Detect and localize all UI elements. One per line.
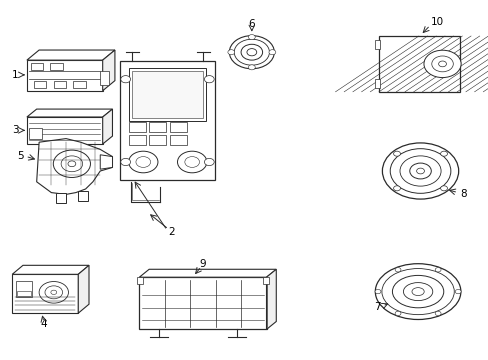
Circle shape [234,39,269,65]
Bar [128,122,145,132]
Bar [263,277,268,284]
Bar [169,122,186,132]
Circle shape [61,156,82,172]
Text: 2: 2 [167,227,174,237]
Circle shape [136,157,150,167]
Ellipse shape [403,283,432,301]
Bar [132,71,203,118]
Circle shape [227,50,234,55]
Circle shape [440,186,447,191]
Circle shape [423,50,460,78]
Bar [139,277,266,329]
Polygon shape [266,269,276,329]
Bar [27,117,102,144]
Text: 5: 5 [17,150,23,161]
Polygon shape [12,265,89,274]
Polygon shape [139,269,276,277]
Circle shape [121,76,130,83]
Text: 9: 9 [199,258,206,269]
Text: 1: 1 [12,70,19,80]
Bar [100,71,109,85]
Circle shape [374,289,380,294]
Ellipse shape [391,275,443,308]
Circle shape [229,36,274,69]
Bar [128,135,145,145]
Bar [128,68,206,121]
Circle shape [45,286,62,299]
Circle shape [393,151,400,156]
Bar [12,274,78,313]
Bar [149,135,166,145]
Circle shape [409,163,430,179]
Circle shape [248,65,255,70]
Bar [54,81,66,88]
Text: 7: 7 [373,302,380,312]
Polygon shape [37,139,112,194]
Circle shape [121,158,130,166]
Circle shape [241,44,262,60]
Polygon shape [78,191,88,201]
Polygon shape [78,265,89,313]
Bar [137,277,142,284]
Circle shape [128,151,158,173]
Circle shape [248,35,255,40]
Polygon shape [27,109,112,117]
Bar [50,63,62,70]
Polygon shape [27,50,115,60]
Text: 4: 4 [41,319,47,329]
Ellipse shape [411,288,424,296]
Bar [169,135,186,145]
Bar [120,61,215,180]
Circle shape [53,150,90,177]
Circle shape [39,282,68,303]
Circle shape [434,267,440,272]
Bar [27,60,102,91]
Circle shape [184,157,199,167]
Circle shape [382,143,458,199]
Circle shape [246,49,256,56]
Bar [378,36,459,92]
Bar [374,79,379,88]
Circle shape [394,311,400,316]
Polygon shape [100,155,112,169]
Text: 10: 10 [430,17,443,27]
Bar [16,281,32,297]
Bar [374,40,379,49]
Circle shape [51,290,57,294]
Circle shape [438,61,446,67]
Polygon shape [102,50,115,91]
Circle shape [394,267,400,272]
Text: 6: 6 [248,19,255,29]
Ellipse shape [381,269,453,315]
Circle shape [389,149,450,193]
Circle shape [177,151,206,173]
Circle shape [204,158,214,166]
Circle shape [440,151,447,156]
Circle shape [68,161,76,167]
Bar [149,122,166,132]
Bar [29,128,41,139]
Bar [17,291,31,296]
Text: 8: 8 [460,189,467,199]
Circle shape [268,50,275,55]
Ellipse shape [375,264,460,320]
Circle shape [416,168,424,174]
Circle shape [434,311,440,316]
Bar [73,81,85,88]
Circle shape [204,76,214,83]
Polygon shape [56,193,66,203]
Bar [31,63,43,70]
Polygon shape [102,109,112,144]
Circle shape [393,186,400,191]
Text: 3: 3 [12,125,19,135]
Circle shape [454,289,460,294]
Bar [34,81,46,88]
Circle shape [431,56,452,72]
Circle shape [399,156,440,186]
